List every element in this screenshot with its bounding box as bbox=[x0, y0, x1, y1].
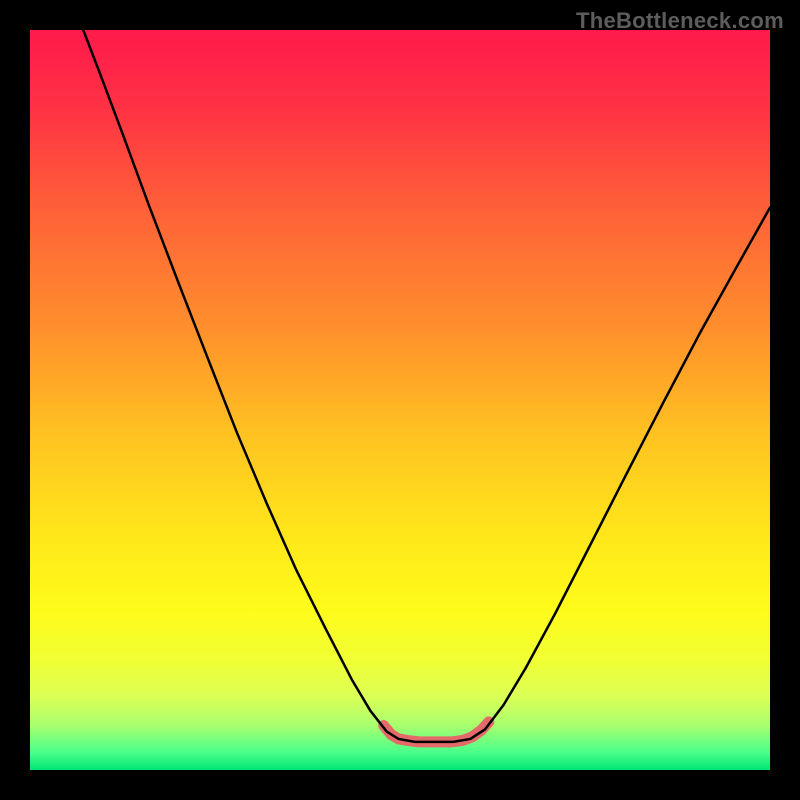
chart-gradient-background bbox=[30, 30, 770, 770]
bottleneck-curve-chart bbox=[30, 30, 770, 770]
chart-frame: TheBottleneck.com bbox=[0, 0, 800, 800]
watermark-text: TheBottleneck.com bbox=[576, 8, 784, 34]
